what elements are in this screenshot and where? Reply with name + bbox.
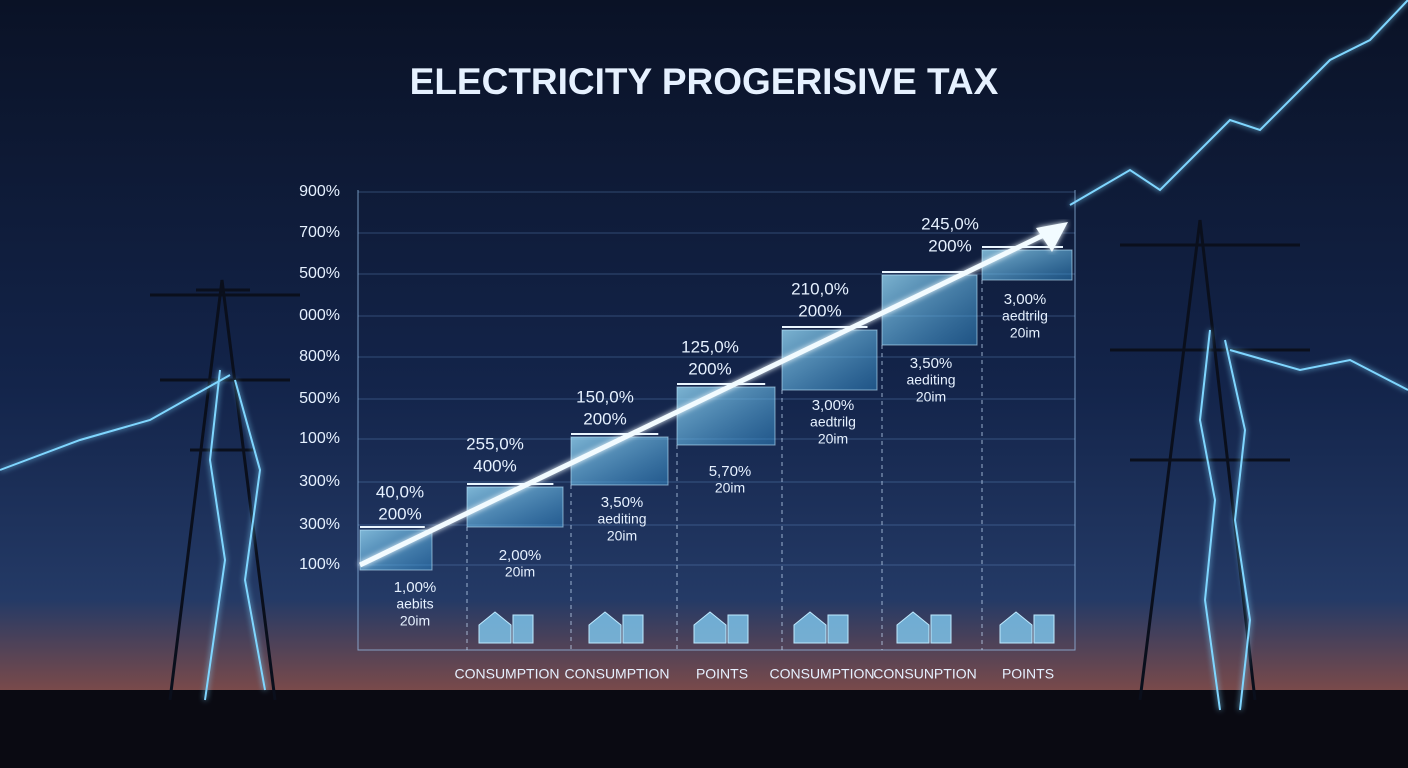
arrow-head xyxy=(1036,222,1068,252)
step-top-label: 150,0% xyxy=(576,387,634,406)
axis-label: 100% xyxy=(299,556,340,573)
step-bottom-label: aebits xyxy=(396,596,433,612)
pylons xyxy=(150,219,1310,701)
step-top-label: 210,0% xyxy=(791,279,849,298)
category-label: POINTS xyxy=(696,666,748,682)
step-bottom-label: aedtrilg xyxy=(1002,308,1048,324)
house-icon xyxy=(693,611,749,644)
category-label: CONSUNPTION xyxy=(873,666,976,682)
house-icon xyxy=(999,611,1055,644)
step-bottom-label: 5,70% xyxy=(709,463,752,480)
lightning xyxy=(0,0,1408,711)
step-top-label: 200% xyxy=(928,236,971,255)
step-top-label: 200% xyxy=(583,409,626,428)
step-bottom-label: 2,00% xyxy=(499,547,542,564)
step-bottom-label: 3,50% xyxy=(910,355,953,372)
step-bottom-label: 3,50% xyxy=(601,494,644,511)
step-bottom-label: 20im xyxy=(818,431,848,447)
trend-arrow xyxy=(358,229,1052,568)
house-icon xyxy=(588,611,644,644)
step-top-label: 255,0% xyxy=(466,434,524,453)
axis-label: 800% xyxy=(299,348,340,365)
city-ground xyxy=(0,690,1408,768)
house-icon xyxy=(896,611,952,644)
step-top-label: 200% xyxy=(798,301,841,320)
step-top-label: 400% xyxy=(473,456,516,475)
axis-label: 300% xyxy=(299,516,340,533)
axis-label: 700% xyxy=(299,224,340,241)
step-bottom-label: aediting xyxy=(597,511,646,527)
step-bottom-label: 1,00% xyxy=(394,579,437,596)
step-box xyxy=(570,436,669,486)
step-bottom-label: 20im xyxy=(715,480,745,496)
step-bottom-label: 20im xyxy=(607,528,637,544)
category-label: CONSUMPTION xyxy=(455,666,560,682)
step-bottom-label: 20im xyxy=(916,389,946,405)
step-bottom-label: 3,00% xyxy=(812,397,855,414)
axis-label: 100% xyxy=(299,430,340,447)
step-bottom-label: 3,00% xyxy=(1004,291,1047,308)
step-top-label: 40,0% xyxy=(376,482,424,501)
category-label: CONSUMPTION xyxy=(565,666,670,682)
axis-label: 900% xyxy=(299,183,340,200)
step-bottom-label: aediting xyxy=(906,372,955,388)
axis-label: 300% xyxy=(299,473,340,490)
step-bottom-label: 20im xyxy=(1010,325,1040,341)
axis-label: 500% xyxy=(299,265,340,282)
step-top-label: 200% xyxy=(688,359,731,378)
step-bottom-label: 20im xyxy=(400,613,430,629)
step-box xyxy=(676,386,776,446)
chart: 900% 700% 500% 000% 800% 500% 100% 300% 300% 100%… xyxy=(299,183,1076,682)
step-top-label: 200% xyxy=(378,504,421,523)
axis-label: 000% xyxy=(299,307,340,324)
title: ELECTRICITY PROGERISIVE TAX xyxy=(410,61,999,102)
step-bottom-label: aedtrilg xyxy=(810,414,856,430)
step-top-label: 125,0% xyxy=(681,337,739,356)
house-icon xyxy=(478,611,534,644)
category-label: CONSUMPTION xyxy=(770,666,875,682)
axis-label: 500% xyxy=(299,390,340,407)
category-label: POINTS xyxy=(1002,666,1054,682)
step-bottom-label: 20im xyxy=(505,564,535,580)
step-box xyxy=(981,249,1073,281)
step-top-label: 245,0% xyxy=(921,214,979,233)
frame xyxy=(357,190,1076,651)
house-icon xyxy=(793,611,849,644)
step-box xyxy=(881,274,978,346)
